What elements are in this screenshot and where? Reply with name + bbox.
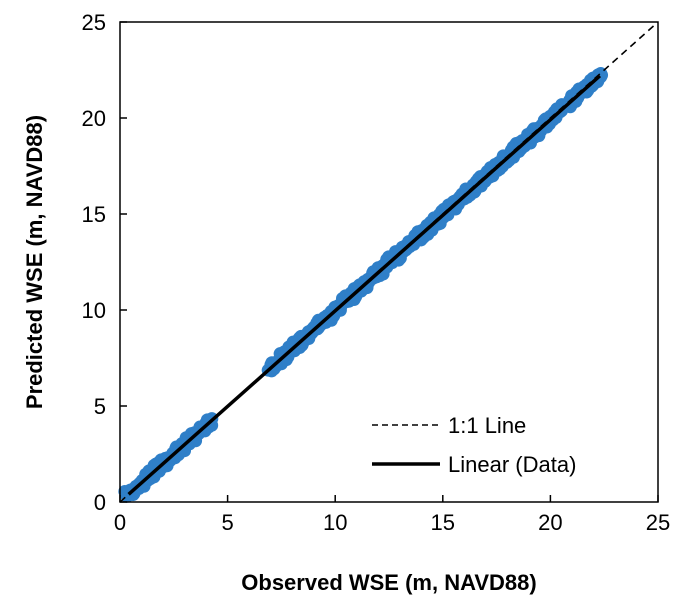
line-layer — [119, 21, 659, 503]
y-tick-label: 20 — [82, 106, 106, 131]
x-tick-label: 15 — [431, 510, 455, 535]
y-tick-label: 25 — [82, 10, 106, 35]
y-tick-label: 10 — [82, 298, 106, 323]
x-tick-label: 10 — [323, 510, 347, 535]
x-tick-label: 5 — [221, 510, 233, 535]
x-tick-label: 0 — [114, 510, 126, 535]
y-tick-label: 0 — [94, 490, 106, 515]
y-tick-label: 15 — [82, 202, 106, 227]
x-axis-title: Observed WSE (m, NAVD88) — [241, 570, 536, 595]
tick-layer: 00 5 5 10 10 15 15 20 20 25 25 — [82, 10, 671, 535]
legend-one-to-one-label: 1:1 Line — [448, 413, 526, 438]
legend: 1:1 Line Linear (Data) — [372, 413, 576, 477]
plot-frame — [119, 21, 659, 503]
y-tick-label: 5 — [94, 394, 106, 419]
x-tick-label: 20 — [538, 510, 562, 535]
x-tick-label: 25 — [646, 510, 670, 535]
y-axis-title: Predicted WSE (m, NAVD88) — [22, 115, 47, 409]
linear-fit-line — [127, 74, 602, 496]
legend-linear-label: Linear (Data) — [448, 452, 576, 477]
